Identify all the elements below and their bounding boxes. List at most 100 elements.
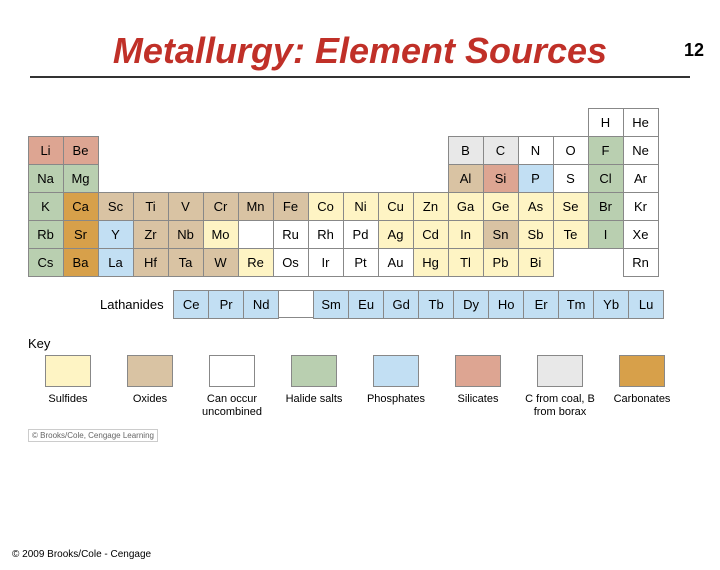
- element-cell-Tm: Tm: [558, 290, 594, 319]
- lanthanide-label: Lathanides: [100, 297, 164, 312]
- element-cell-Li: Li: [28, 136, 64, 165]
- legend-item-phosphates: Phosphates: [356, 355, 436, 419]
- element-cell-B: B: [448, 136, 484, 165]
- element-cell-Kr: Kr: [623, 192, 659, 221]
- legend-label-silicates: Silicates: [438, 393, 518, 406]
- legend-label-sulfides: Sulfides: [28, 393, 108, 406]
- element-cell-P: P: [518, 164, 554, 193]
- element-cell-Er: Er: [523, 290, 559, 319]
- element-cell-Sn: Sn: [483, 220, 519, 249]
- element-cell-Cs: Cs: [28, 248, 64, 277]
- element-cell-S: S: [553, 164, 589, 193]
- title-underline: [30, 76, 690, 78]
- element-cell-Xe: Xe: [623, 220, 659, 249]
- element-cell-Co: Co: [308, 192, 344, 221]
- element-cell-Ag: Ag: [378, 220, 414, 249]
- element-cell-Ba: Ba: [63, 248, 99, 277]
- element-cell-As: As: [518, 192, 554, 221]
- element-cell-Br: Br: [588, 192, 624, 221]
- element-cell-Rh: Rh: [308, 220, 344, 249]
- legend-swatch-carbonates: [619, 355, 665, 387]
- element-cell-Cl: Cl: [588, 164, 624, 193]
- page-number: 12: [684, 40, 704, 61]
- element-cell-Ga: Ga: [448, 192, 484, 221]
- element-cell-Ar: Ar: [623, 164, 659, 193]
- element-cell-O: O: [553, 136, 589, 165]
- element-cell-Se: Se: [553, 192, 589, 221]
- element-cell-Sm: Sm: [313, 290, 349, 319]
- legend-item-carbonates: Carbonates: [602, 355, 682, 419]
- element-cell-Zr: Zr: [133, 220, 169, 249]
- legend-swatch-phosphates: [373, 355, 419, 387]
- legend-label-c_b: C from coal, B from borax: [520, 393, 600, 419]
- element-cell-Mo: Mo: [203, 220, 239, 249]
- element-cell-Al: Al: [448, 164, 484, 193]
- legend-label-phosphates: Phosphates: [356, 393, 436, 406]
- element-cell-Mn: Mn: [238, 192, 274, 221]
- legend-label-carbonates: Carbonates: [602, 393, 682, 406]
- element-cell-Ni: Ni: [343, 192, 379, 221]
- element-cell-La: La: [98, 248, 134, 277]
- legend-swatch-oxides: [127, 355, 173, 387]
- legend-swatch-silicates: [455, 355, 501, 387]
- element-cell-Ru: Ru: [273, 220, 309, 249]
- element-cell-Os: Os: [273, 248, 309, 277]
- legend-item-silicates: Silicates: [438, 355, 518, 419]
- element-cell-N: N: [518, 136, 554, 165]
- element-cell-Ge: Ge: [483, 192, 519, 221]
- legend-item-halide: Halide salts: [274, 355, 354, 419]
- element-cell-Fe: Fe: [273, 192, 309, 221]
- legend-swatch-sulfides: [45, 355, 91, 387]
- element-cell-Pd: Pd: [343, 220, 379, 249]
- element-cell-Ca: Ca: [63, 192, 99, 221]
- element-cell-F: F: [588, 136, 624, 165]
- page-title: Metallurgy: Element Sources: [40, 30, 680, 72]
- element-cell-blank: [238, 220, 274, 249]
- legend-item-oxides: Oxides: [110, 355, 190, 419]
- element-cell-Te: Te: [553, 220, 589, 249]
- element-cell-Si: Si: [483, 164, 519, 193]
- element-cell-Sb: Sb: [518, 220, 554, 249]
- element-cell-Cd: Cd: [413, 220, 449, 249]
- element-cell-Ne: Ne: [623, 136, 659, 165]
- element-cell-Gd: Gd: [383, 290, 419, 319]
- image-attribution: © Brooks/Cole, Cengage Learning: [28, 429, 158, 442]
- element-cell-Dy: Dy: [453, 290, 489, 319]
- element-cell-Zn: Zn: [413, 192, 449, 221]
- element-cell-Lu: Lu: [628, 290, 664, 319]
- element-cell-W: W: [203, 248, 239, 277]
- element-cell-Hg: Hg: [413, 248, 449, 277]
- legend-swatch-halide: [291, 355, 337, 387]
- element-cell-Sc: Sc: [98, 192, 134, 221]
- legend-label-oxides: Oxides: [110, 393, 190, 406]
- element-cell-Nd: Nd: [243, 290, 279, 319]
- element-cell-Tb: Tb: [418, 290, 454, 319]
- element-cell-Ta: Ta: [168, 248, 204, 277]
- element-cell-Ir: Ir: [308, 248, 344, 277]
- element-cell-Pr: Pr: [208, 290, 244, 319]
- element-cell-Rn: Rn: [623, 248, 659, 277]
- element-cell-Eu: Eu: [348, 290, 384, 319]
- element-cell-Bi: Bi: [518, 248, 554, 277]
- legend-label-halide: Halide salts: [274, 393, 354, 406]
- element-cell-Cr: Cr: [203, 192, 239, 221]
- element-cell-Re: Re: [238, 248, 274, 277]
- legend-item-sulfides: Sulfides: [28, 355, 108, 419]
- element-cell-He: He: [623, 108, 659, 137]
- legend-swatch-uncombined: [209, 355, 255, 387]
- element-cell-V: V: [168, 192, 204, 221]
- element-cell-Ce: Ce: [173, 290, 209, 319]
- element-cell-Tl: Tl: [448, 248, 484, 277]
- element-cell-In: In: [448, 220, 484, 249]
- lanthanide-row: Lathanides CePrNdSmEuGdTbDyHoErTmYbLu: [100, 290, 692, 318]
- element-cell-Nb: Nb: [168, 220, 204, 249]
- element-cell-Sr: Sr: [63, 220, 99, 249]
- element-cell-Hf: Hf: [133, 248, 169, 277]
- copyright: © 2009 Brooks/Cole - Cengage: [12, 549, 151, 560]
- element-cell-Yb: Yb: [593, 290, 629, 319]
- element-cell-Cu: Cu: [378, 192, 414, 221]
- key-label: Key: [28, 336, 720, 351]
- element-cell-Pb: Pb: [483, 248, 519, 277]
- element-cell-Au: Au: [378, 248, 414, 277]
- element-cell-Be: Be: [63, 136, 99, 165]
